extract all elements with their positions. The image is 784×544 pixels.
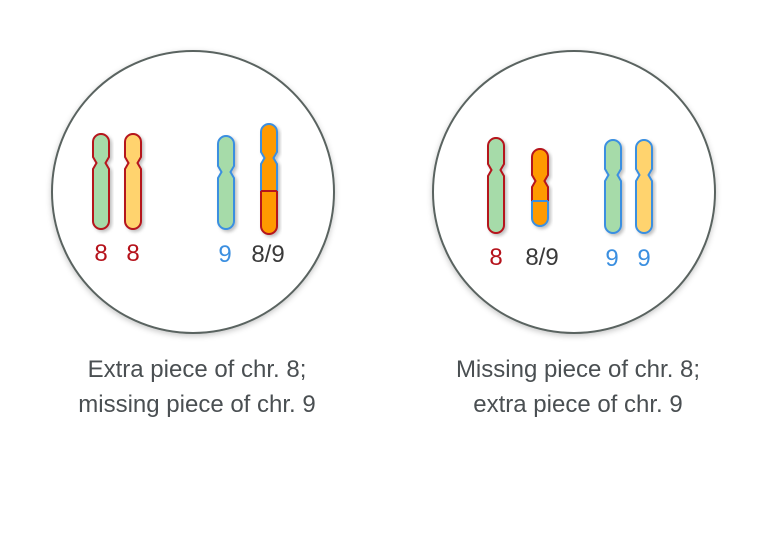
chromosome-8 [487, 137, 505, 234]
chromosome-9-a [604, 139, 622, 234]
chromosome-label: 8 [489, 244, 502, 271]
chromosome-9-b [635, 139, 653, 234]
chromosome-9 [217, 135, 235, 230]
chromosome-body [487, 137, 505, 234]
caption-panel-1: Extra piece of chr. 8; missing piece of … [17, 352, 377, 422]
chromosome-lower-segment [260, 191, 278, 235]
cell-circle-2 [432, 50, 716, 334]
cell-circle-1 [51, 50, 335, 334]
chromosome-lower-segment [531, 201, 549, 227]
chromosome-body [604, 139, 622, 234]
chromosome-8-9-derivative [260, 123, 278, 235]
chromosome-label: 9 [637, 245, 650, 272]
panel-1: 8 8 9 8/9 [51, 50, 335, 334]
chromosome-label: 8 [94, 240, 107, 267]
chromosome-upper-segment [531, 148, 549, 201]
chromosome-8-b [124, 133, 142, 230]
chromosome-8-9-derivative [531, 148, 549, 227]
chromosome-label: 9 [605, 245, 618, 272]
chromosome-label: 9 [218, 241, 231, 268]
chromosome-body [217, 135, 235, 230]
caption-line: missing piece of chr. 9 [78, 391, 316, 418]
caption-panel-2: Missing piece of chr. 8; extra piece of … [398, 352, 758, 422]
caption-line: extra piece of chr. 9 [473, 391, 683, 418]
chromosome-label: 8/9 [525, 244, 558, 271]
caption-line: Extra piece of chr. 8; [87, 356, 307, 383]
chromosome-label: 8/9 [251, 241, 284, 268]
chromosome-body [124, 133, 142, 230]
chromosome-body [635, 139, 653, 234]
chromosome-body [92, 133, 110, 230]
chromosome-label: 8 [126, 240, 139, 267]
caption-line: Missing piece of chr. 8; [455, 356, 701, 383]
panel-2: 8 8/9 9 9 [432, 50, 716, 334]
chromosome-upper-segment [260, 123, 278, 191]
chromosome-8-a [92, 133, 110, 230]
